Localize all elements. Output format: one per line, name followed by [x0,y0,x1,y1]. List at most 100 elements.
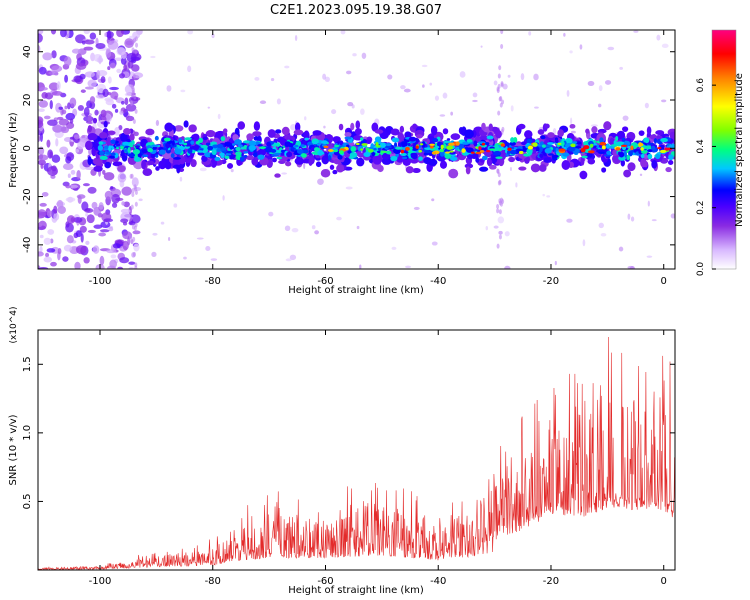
heatmap-cell [424,150,433,154]
heatmap-cell [651,219,657,222]
heatmap-cell [401,156,408,160]
heatmap-cell [415,134,423,139]
heatmap-cell [501,126,505,132]
x-tick-label: -20 [543,576,559,587]
heatmap-cell [98,202,104,210]
heatmap-cell [630,216,635,222]
heatmap-cell [280,152,285,156]
heatmap-cell [131,177,139,187]
heatmap-cell [472,92,478,98]
heatmap-cell [336,216,342,221]
heatmap-cell [109,62,116,69]
heatmap-cell [570,143,576,148]
heatmap-cell [507,147,512,151]
heatmap-cell [125,115,135,122]
heatmap-cell [155,154,159,158]
heatmap-cell [423,152,429,156]
heatmap-cell [274,173,281,178]
heatmap-cell [234,139,242,145]
heatmap-cell [528,31,532,36]
heatmap-cell [87,125,92,133]
heatmap-cell [462,141,470,145]
heatmap-cell [75,245,87,255]
spectrogram-panel: -100 -80 -60 -40 -20 0 -40 -20 0 20 40 Height of … [8,29,676,296]
heatmap-cell [609,137,615,147]
heatmap-cell [359,264,362,269]
x-tick-label: -20 [543,276,559,287]
heatmap-cell [400,149,405,154]
y-tick-label: 0 [22,145,33,151]
heatmap-cell [646,126,652,135]
heatmap-cell [579,170,588,180]
heatmap-cell [495,156,503,160]
heatmap-cell [196,150,205,153]
heatmap-cell [104,32,108,37]
heatmap-cell [270,149,277,153]
heatmap-cell [627,213,631,220]
heatmap-cell [497,216,505,224]
heatmap-cell [498,65,502,71]
heatmap-cell [198,137,204,143]
heatmap-cell [83,30,90,35]
heatmap-cell [293,129,304,136]
heatmap-cell [496,204,500,210]
heatmap-cell [107,76,112,84]
heatmap-cell [135,42,139,48]
heatmap-cell [321,140,328,145]
heatmap-cell [200,145,206,148]
heatmap-cell [670,213,675,219]
heatmap-cell [155,166,160,171]
heatmap-cell [196,237,204,240]
x-tick-label: -60 [317,276,333,287]
heatmap-cell [47,149,54,159]
heatmap-cell [239,156,245,162]
heatmap-cell [435,145,440,151]
heatmap-cell [569,50,573,54]
heatmap-cell [88,148,93,156]
heatmap-cell [541,144,547,148]
heatmap-cell [552,154,559,158]
heatmap-cell [210,141,218,146]
heatmap-cell [621,144,628,147]
heatmap-cell [597,103,602,108]
heatmap-cell [92,117,98,124]
heatmap-cell [235,151,242,156]
heatmap-cell [205,245,211,252]
heatmap-cell [628,150,633,157]
heatmap-cell [120,218,129,223]
heatmap-cell [640,153,645,159]
heatmap-cell [481,142,486,146]
heatmap-cell [75,149,80,153]
heatmap-cell [350,122,355,131]
heatmap-cell [112,243,121,249]
heatmap-cell [472,99,478,103]
heatmap-cell [38,266,49,269]
heatmap-cell [252,131,262,137]
heatmap-cell [518,166,527,171]
snr-series-line [38,336,675,570]
heatmap-cell [450,111,454,116]
heatmap-cell [46,139,51,148]
heatmap-cell [395,146,402,150]
heatmap-cell [125,40,134,46]
heatmap-cell [135,145,140,148]
heatmap-cell [141,159,147,170]
heatmap-cell [107,66,111,71]
heatmap-cell [111,103,117,109]
heatmap-cell [509,149,517,155]
heatmap-cell [304,137,309,141]
heatmap-cell [224,155,230,160]
heatmap-cell [448,168,459,179]
spectrogram-y-label: Frequency (Hz) [8,112,19,188]
heatmap-cell [598,151,605,155]
heatmap-cell [96,69,101,80]
heatmap-cell [496,88,500,94]
heatmap-cell [371,122,379,132]
heatmap-marks [38,30,675,269]
colorbar-tick-label: 0.4 [696,139,706,154]
heatmap-cell [418,156,423,161]
heatmap-cell [486,135,494,140]
heatmap-cell [587,150,595,154]
heatmap-cell [92,245,100,254]
heatmap-cell [497,180,501,186]
